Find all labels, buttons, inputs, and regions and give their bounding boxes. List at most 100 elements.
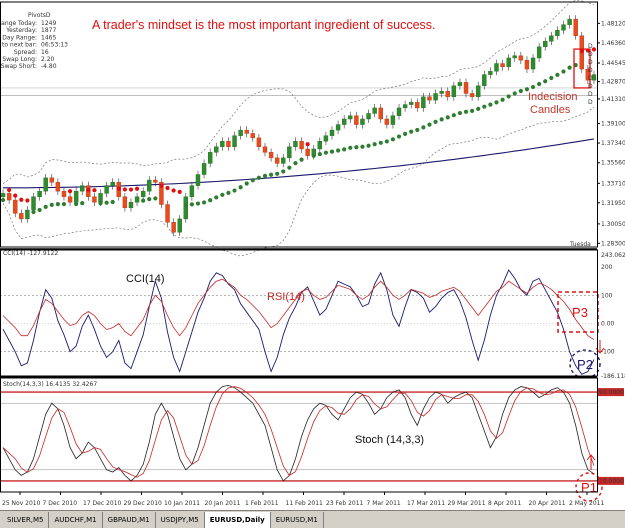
trend-dot — [256, 175, 262, 180]
candle-body — [494, 63, 499, 72]
p1-circle — [575, 472, 603, 502]
trend-dot — [506, 94, 511, 99]
pivot-tag: D — [588, 43, 593, 50]
up-arrow-icon — [586, 454, 596, 470]
trend-dot — [537, 81, 542, 87]
trend-dot — [165, 185, 170, 191]
trend-dot — [293, 161, 298, 166]
stoch-tick-label: 10.0000 — [599, 478, 624, 485]
price-tick-label: 1.28300 — [601, 240, 625, 247]
cci-tick-label: -186.118 — [601, 373, 625, 380]
candle-body — [518, 55, 524, 61]
chart-tabs-bar: SILVER,M5 AUDCHF,M1 GBPAUD,M1 USDJPY,M5 EURU… — [0, 510, 625, 528]
p2-circle — [569, 349, 601, 379]
trend-dot — [555, 72, 560, 77]
p2-label: P2 — [577, 357, 593, 372]
trend-dot — [463, 109, 469, 114]
candle-body — [0, 193, 6, 197]
candle-body — [232, 135, 237, 147]
price-panel: 1.48120 1.46360 1.44545 1.42870 1.41310 1.391… — [0, 0, 625, 257]
pivot-tag: D — [588, 91, 593, 98]
candle-body — [323, 135, 329, 142]
pivot-tag: D — [588, 51, 593, 58]
time-tick-label: 11 Feb 2011 — [286, 500, 324, 507]
pivot-label: Time to next bar: — [0, 42, 37, 49]
candle-body — [134, 196, 140, 203]
trend-dot — [396, 134, 402, 139]
trend-dot — [470, 108, 475, 113]
trend-dot — [390, 137, 396, 142]
candle-body — [591, 74, 597, 81]
trend-dot — [421, 125, 426, 130]
trend-dot — [262, 173, 268, 178]
trend-dot — [366, 143, 371, 148]
annotation-text: A trader's mindset is the most important… — [92, 18, 436, 32]
chart-tab[interactable]: EURUSD,Daily — [204, 512, 271, 528]
candle-body — [445, 91, 450, 98]
cci-rsi-panel: 243.0621 200 100 0.00 -100 -186.118 CCI(14) -1… — [0, 248, 625, 380]
chart-tab[interactable]: AUDCHF,M1 — [49, 512, 103, 528]
cci-tick-label: -100 — [601, 349, 615, 356]
trend-dot — [67, 189, 73, 194]
candle-body — [140, 190, 146, 197]
trend-dot — [403, 131, 408, 136]
chart-tab[interactable]: GBPAUD,M1 — [102, 512, 156, 528]
trend-dot — [323, 150, 329, 155]
candle-body — [439, 91, 444, 94]
panel-frame — [0, 1, 598, 248]
candle-body — [536, 46, 542, 59]
candle-body — [98, 193, 103, 203]
time-tick-label: 29 Dec 2010 — [124, 500, 163, 507]
candle-body — [268, 152, 274, 159]
candle-body — [128, 202, 134, 209]
trend-dot — [116, 186, 121, 191]
pivot-value: 1249 — [41, 20, 56, 27]
candle-body — [354, 115, 359, 125]
time-tick-label: 20 Jan 2011 — [205, 500, 241, 507]
cci-tick-label: 243.0621 — [601, 252, 625, 259]
candle-body — [67, 196, 73, 203]
trend-dot — [195, 201, 201, 206]
candle-body — [396, 107, 402, 116]
long-moving-average — [3, 138, 595, 189]
stoch-main-line — [2, 384, 595, 482]
candle-body — [244, 129, 249, 134]
candle-body — [274, 157, 280, 164]
candle-body — [305, 148, 310, 156]
tuesday-label: Tuesda — [569, 241, 591, 248]
trend-dot — [549, 75, 554, 81]
trend-dot — [122, 187, 127, 192]
trend-dot — [92, 188, 97, 193]
pivot-value: -4.80 — [41, 63, 57, 70]
trend-dot — [591, 47, 597, 52]
chart-tab[interactable]: SILVER,M5 — [2, 512, 50, 528]
candle-body — [530, 57, 536, 70]
chart-tab[interactable]: USDJPY,M5 — [155, 512, 205, 528]
trend-dot — [494, 100, 499, 105]
chart-tab[interactable]: EURUSD,M1 — [270, 512, 324, 528]
candle-body — [469, 93, 475, 98]
trend-dot — [226, 190, 231, 195]
trend-dot — [567, 65, 572, 70]
candle-body — [524, 59, 530, 70]
panel-frame — [0, 249, 598, 377]
trend-dot — [147, 197, 152, 202]
trend-dot — [110, 199, 115, 205]
pivot-label: 30 Day Range: — [0, 34, 37, 41]
candle-body — [226, 141, 231, 147]
trend-dot — [171, 188, 176, 193]
candle-body — [390, 115, 396, 125]
candle-body — [457, 82, 463, 86]
trend-dot — [329, 149, 335, 154]
candle-body — [378, 107, 383, 120]
indecision-box — [573, 48, 591, 89]
stoch-signal-line — [2, 386, 595, 478]
candle-body — [482, 74, 487, 86]
time-tick-label: 17 Dec 2010 — [83, 500, 122, 507]
candle-body — [61, 190, 67, 197]
trend-dot — [372, 142, 377, 147]
trend-dot — [49, 202, 54, 207]
trend-dot — [208, 198, 213, 203]
candle-body — [37, 190, 42, 197]
time-tick-label: 10 Jan 2011 — [164, 500, 200, 507]
